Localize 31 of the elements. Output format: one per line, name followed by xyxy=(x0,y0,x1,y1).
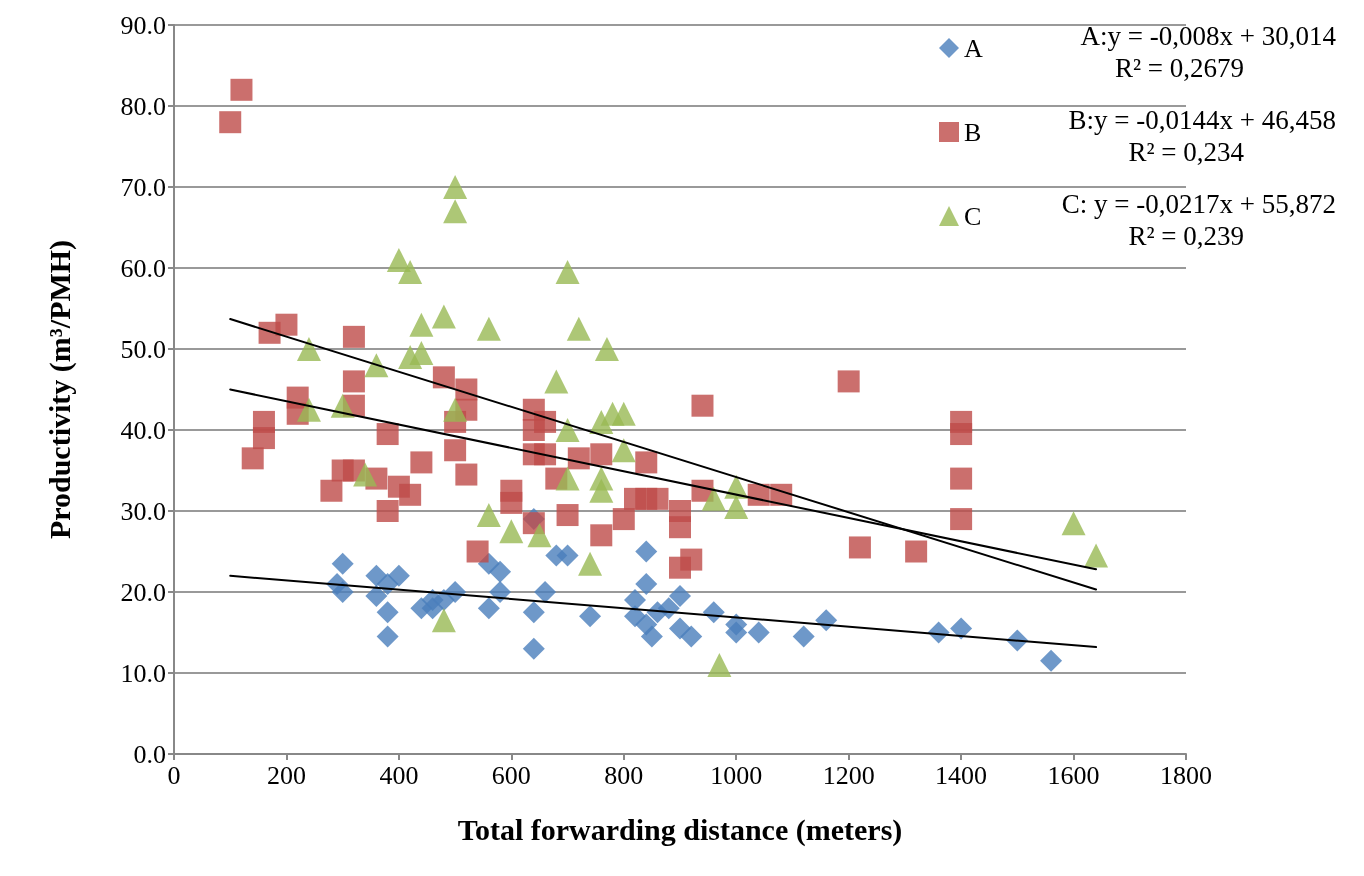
y-tick-label: 10.0 xyxy=(120,658,166,688)
x-tick-label: 200 xyxy=(266,760,306,790)
annotation: A:y = -0,008x + 30,014 xyxy=(1080,20,1337,51)
x-tick-label: 1200 xyxy=(822,760,875,790)
annotation: B:y = -0,0144x + 46,458 xyxy=(1068,104,1337,135)
y-tick-label: 50.0 xyxy=(120,334,166,364)
x-tick-label: 400 xyxy=(379,760,419,790)
y-axis-title: Productivity (m³/PMH) xyxy=(42,239,77,540)
annotation: R² = 0,2679 xyxy=(1114,52,1245,83)
y-tick-label: 20.0 xyxy=(120,577,166,607)
y-tick-label: 70.0 xyxy=(120,172,166,202)
annotation: R² = 0,239 xyxy=(1128,220,1245,251)
x-tick-label: 1000 xyxy=(710,760,763,790)
legend-label: C xyxy=(964,201,982,231)
y-tick-label: 60.0 xyxy=(120,253,166,283)
annotation: C: y = -0,0217x + 55,872 xyxy=(1061,188,1337,219)
legend-label: B xyxy=(964,117,982,147)
x-tick-label: 1400 xyxy=(935,760,988,790)
x-axis-title: Total forwarding distance (meters) xyxy=(457,812,903,847)
y-tick-label: 0.0 xyxy=(133,739,166,769)
y-tick-label: 30.0 xyxy=(120,496,166,526)
x-tick-label: 1600 xyxy=(1047,760,1100,790)
x-tick-label: 0 xyxy=(167,760,181,790)
legend-label: A xyxy=(964,33,983,63)
y-tick-label: 40.0 xyxy=(120,415,166,445)
x-tick-label: 800 xyxy=(604,760,644,790)
x-tick-label: 600 xyxy=(491,760,531,790)
y-tick-label: 90.0 xyxy=(120,10,166,40)
annotation: R² = 0,234 xyxy=(1128,136,1245,167)
y-tick-label: 80.0 xyxy=(120,91,166,121)
x-tick-label: 1800 xyxy=(1160,760,1212,790)
